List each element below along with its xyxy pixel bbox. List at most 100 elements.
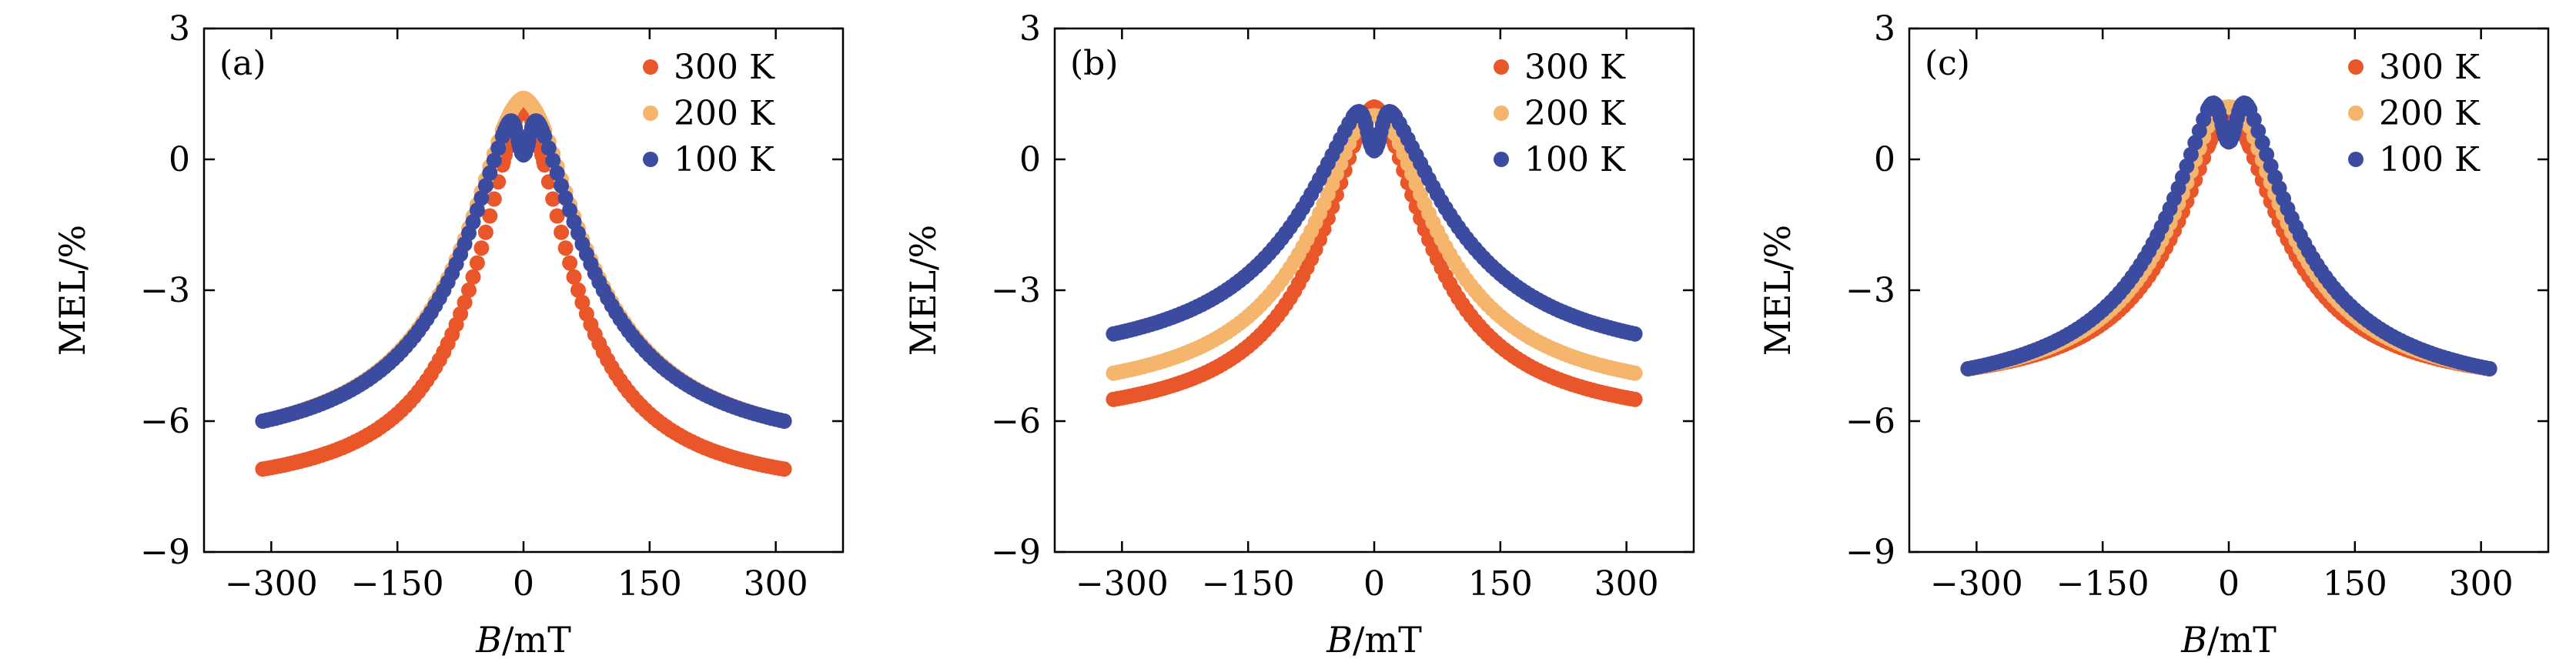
- panel-b-ticks: −300 −150 0 150 300 3 0 −3 −6 −9: [991, 9, 1694, 604]
- panel-a-legend-marker-1: [643, 105, 658, 121]
- panel-c-xtick-label-3: 150: [2323, 564, 2387, 604]
- panel-b-legend-label-0: 300 K: [1524, 48, 1626, 87]
- panel-c-point-2-52: [2179, 158, 2195, 174]
- panel-a-x-axis-label: B/mT: [475, 619, 571, 659]
- panel-a-point-2-54: [482, 165, 498, 181]
- panel-b-legend-marker-0: [1494, 59, 1509, 75]
- panel-a-ytick-label-3: −6: [140, 402, 190, 441]
- panel-b-label: (b): [1070, 44, 1119, 83]
- panel-c-x-axis-unit: /mT: [2207, 619, 2277, 659]
- panel-a-point-2-53: [477, 178, 493, 194]
- panel-a-point-0-93: [562, 255, 578, 271]
- panel-a-point-0-50: [465, 269, 481, 285]
- panel-c-ytick-label-0: 3: [1874, 9, 1895, 49]
- panel-c-legend-label-1: 200 K: [2379, 94, 2481, 133]
- panel-c-point-2-90: [2254, 135, 2270, 151]
- panel-a-point-2-89: [545, 152, 561, 169]
- panel-a-point-0-90: [549, 208, 565, 224]
- panel-c-legend-label-2: 100 K: [2379, 140, 2481, 179]
- panel-c-point-2-91: [2259, 146, 2275, 162]
- panel-c-x-axis-label: B/mT: [2180, 619, 2277, 659]
- panel-a-xtick-label-0: −300: [225, 564, 318, 604]
- panel-c-point-2-54: [2187, 135, 2203, 151]
- panel-a-point-0-51: [469, 255, 485, 271]
- panel-a-point-0-52: [473, 240, 490, 256]
- panel-a-point-2-144: [776, 413, 792, 429]
- panel-a-point-2-50: [465, 214, 481, 230]
- panel-c-xtick-label-2: 0: [2218, 564, 2240, 604]
- panel-a-point-2-56: [490, 140, 507, 156]
- panel-c-xtick-label-0: −300: [1930, 564, 2023, 604]
- panel-a-point-2-55: [486, 152, 502, 169]
- panel-a-point-0-95: [570, 282, 586, 298]
- panel-c-ticks: −300 −150 0 150 300 3 0 −3 −6 −9: [1845, 9, 2548, 604]
- panel-b-point-0-144: [1627, 391, 1643, 407]
- panel-b-data-points: [1106, 99, 1643, 407]
- panel-a-ytick-label-0: 3: [169, 9, 190, 49]
- panel-a-point-2-91: [554, 178, 570, 194]
- panel-c-legend-label-0: 300 K: [2379, 48, 2481, 87]
- panel-c-series-2: [1960, 95, 2497, 376]
- panel-a-point-2-52: [473, 190, 490, 206]
- panel-a-point-2-51: [469, 202, 485, 219]
- panel-c-ytick-label-4: −9: [1845, 533, 1895, 572]
- panel-b-legend-label-2: 100 K: [1524, 140, 1626, 179]
- panel-a-xtick-label-2: 0: [513, 564, 534, 604]
- panel-a-point-0-49: [461, 282, 477, 298]
- panel-c-xtick-label-4: 300: [2449, 564, 2514, 604]
- panel-a-point-0-144: [776, 461, 792, 477]
- panel-a-point-2-90: [549, 165, 565, 181]
- panel-a-legend-label-2: 100 K: [674, 140, 775, 179]
- panel-a-point-2-88: [540, 140, 557, 156]
- panel-a-ytick-label-4: −9: [140, 533, 190, 572]
- panel-a-legend-marker-2: [643, 152, 658, 167]
- panel-a-xtick-label-4: 300: [744, 564, 808, 604]
- panel-c-legend-marker-0: [2348, 59, 2364, 75]
- panel-a-data-points: [255, 90, 792, 477]
- panel-b-legend-marker-2: [1494, 152, 1509, 167]
- panel-a-point-0-94: [566, 269, 582, 285]
- panel-a-point-0-53: [477, 224, 493, 240]
- panel-c: −300 −150 0 150 300 3 0 −3 −6 −9 (c) 300 K 200 K 10…: [1757, 9, 2550, 659]
- panel-a-x-axis-unit: /mT: [502, 619, 571, 659]
- panel-b-legend: 300 K 200 K 100 K: [1494, 48, 1626, 179]
- panel-c-label: (c): [1925, 44, 1970, 83]
- panel-b-ytick-label-3: −6: [991, 402, 1041, 441]
- panel-a-legend: 300 K 200 K 100 K: [643, 48, 775, 179]
- panel-a-point-0-55: [486, 191, 502, 207]
- panel-c-point-2-144: [2481, 361, 2497, 376]
- panel-b-xtick-label-3: 150: [1468, 564, 1533, 604]
- panel-b-point-1-144: [1627, 365, 1643, 381]
- panel-a-ytick-label-2: −3: [140, 271, 190, 310]
- panel-a-ytick-label-1: 0: [169, 140, 190, 179]
- panel-b-xtick-label-1: −150: [1202, 564, 1295, 604]
- panel-b-xtick-label-2: 0: [1363, 564, 1385, 604]
- panel-a-legend-marker-0: [643, 59, 658, 75]
- panel-a-ticks: −300 −150 0 150 300 3 0 −3 −6 −9: [140, 9, 843, 604]
- panel-a-label: (a): [219, 44, 266, 83]
- panel-b-legend-marker-1: [1494, 105, 1509, 121]
- panel-b-xtick-label-4: 300: [1594, 564, 1659, 604]
- panel-a-y-axis-label: MEL/%: [52, 225, 93, 356]
- panel-b-xtick-label-0: −300: [1076, 564, 1169, 604]
- panel-b-point-2-144: [1627, 326, 1643, 342]
- panel-b: −300 −150 0 150 300 3 0 −3 −6 −9 (b) 300 K 200 K 10…: [902, 9, 1695, 659]
- panel-c-point-2-89: [2250, 123, 2267, 139]
- panel-c-legend-marker-1: [2348, 105, 2364, 121]
- panel-b-x-axis-unit: /mT: [1353, 619, 1422, 659]
- panel-a-point-2-87: [537, 129, 553, 145]
- panel-b-ytick-label-2: −3: [991, 271, 1041, 310]
- panel-c-ytick-label-3: −6: [1845, 402, 1895, 441]
- panel-b-y-axis-label: MEL/%: [902, 225, 944, 356]
- panel-c-legend-marker-2: [2348, 152, 2364, 167]
- panel-a-point-0-89: [545, 191, 561, 207]
- panel-a-point-0-48: [457, 294, 473, 310]
- panel-b-x-axis-symbol: B: [1326, 619, 1353, 659]
- panel-a-legend-label-1: 200 K: [674, 94, 775, 133]
- panel-a-series-2: [255, 113, 792, 429]
- panel-c-x-axis-symbol: B: [2180, 619, 2207, 659]
- panel-b-ytick-label-4: −9: [991, 533, 1041, 572]
- panel-b-ytick-label-1: 0: [1019, 140, 1041, 179]
- panel-c-y-axis-label: MEL/%: [1757, 225, 1798, 356]
